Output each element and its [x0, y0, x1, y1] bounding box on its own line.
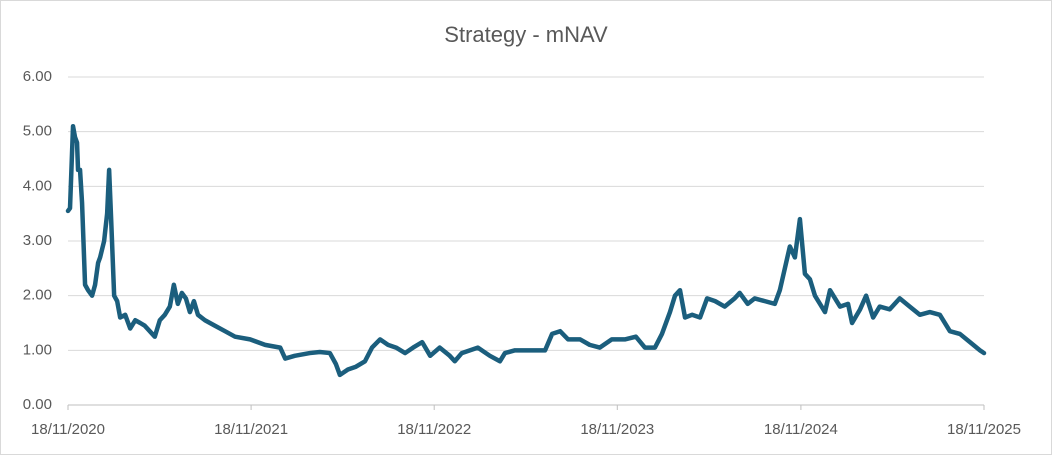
x-tick-label: 18/11/2020 — [31, 421, 105, 438]
y-tick-label: 3.00 — [23, 232, 52, 249]
y-tick-label: 5.00 — [23, 123, 52, 140]
y-tick-label: 6.00 — [23, 68, 52, 85]
x-tick-label: 18/11/2025 — [947, 421, 1021, 438]
x-tick-label: 18/11/2023 — [580, 421, 654, 438]
chart-title: Strategy - mNAV — [444, 22, 608, 47]
data-line — [65, 123, 987, 378]
y-tick-label: 2.00 — [23, 287, 52, 304]
x-tick-label: 18/11/2021 — [214, 421, 288, 438]
x-tick-label: 18/11/2024 — [764, 421, 838, 438]
y-tick-label: 1.00 — [23, 341, 52, 358]
x-tick-label: 18/11/2022 — [397, 421, 471, 438]
y-tick-label: 0.00 — [23, 396, 52, 413]
y-tick-label: 4.00 — [23, 177, 52, 194]
